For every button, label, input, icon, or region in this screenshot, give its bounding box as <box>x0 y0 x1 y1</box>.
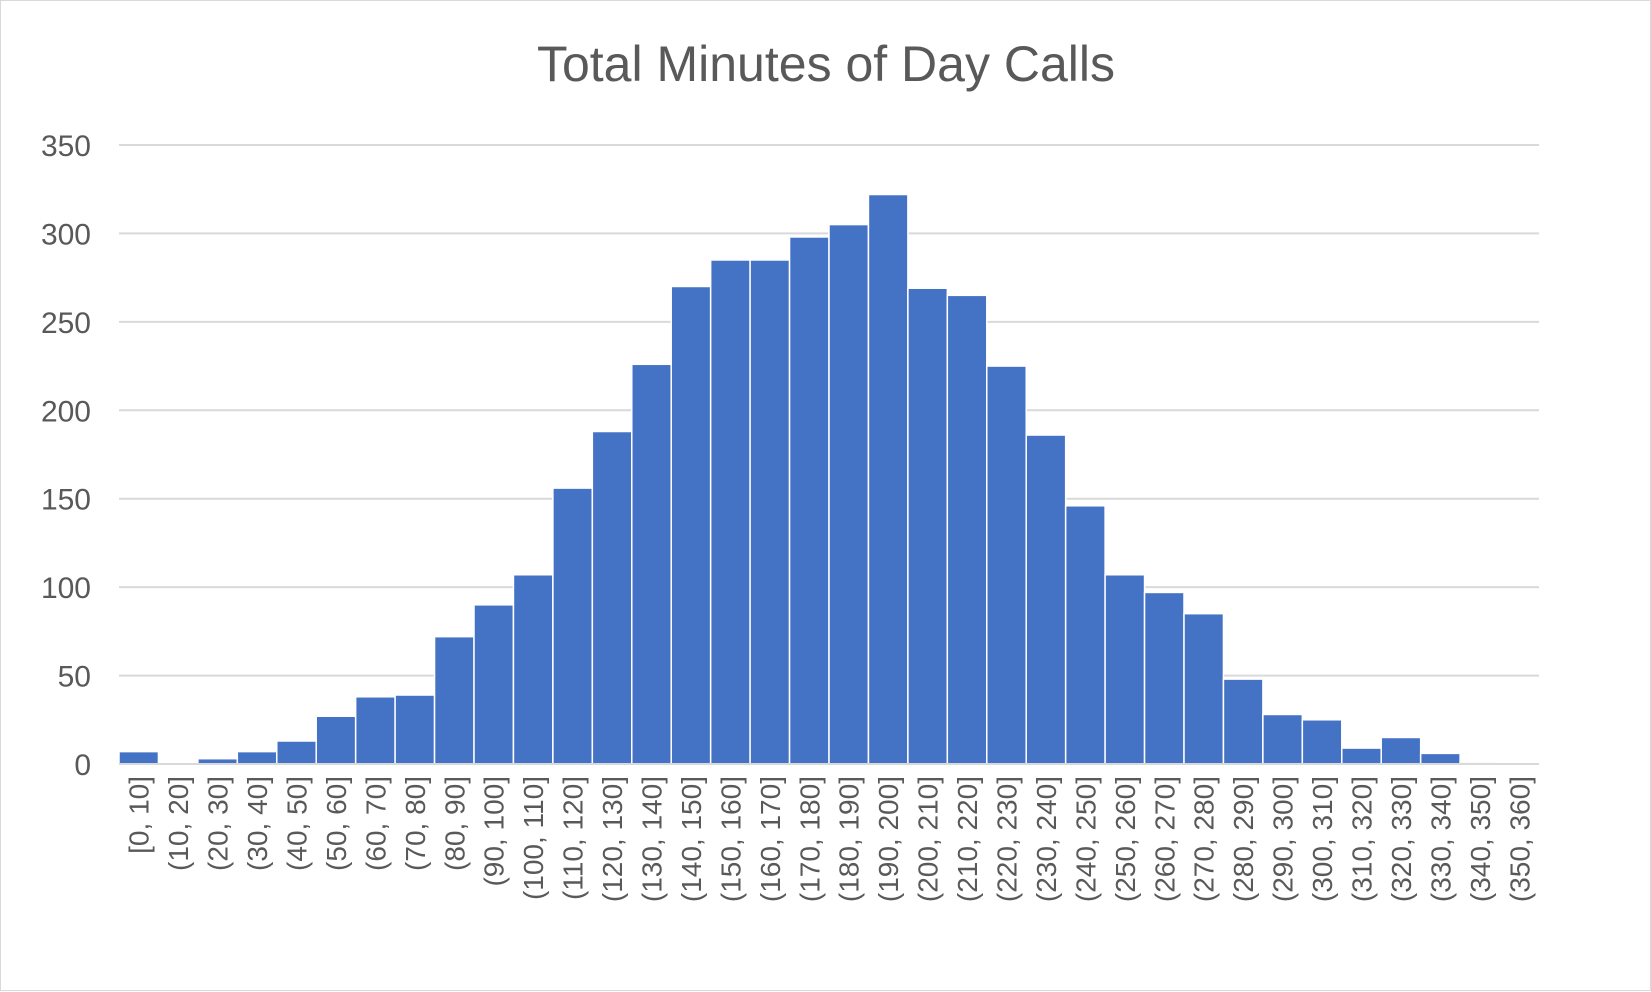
y-tick-label: 350 <box>41 130 91 163</box>
x-tick-label: (230, 240] <box>1031 776 1062 902</box>
x-tick-label: (210, 220] <box>952 776 983 902</box>
histogram-bar <box>1341 747 1382 765</box>
x-tick-label: (150, 160] <box>715 776 746 902</box>
y-tick-label: 300 <box>41 218 91 251</box>
y-tick-label: 100 <box>41 572 91 605</box>
histogram-bar <box>354 696 396 765</box>
histogram-bar <box>512 574 554 765</box>
x-tick-label: (60, 70] <box>360 776 391 871</box>
y-tick-label: 200 <box>41 395 91 428</box>
histogram-bar <box>986 365 1027 765</box>
y-tick-label: 0 <box>74 749 91 782</box>
x-tick-label: (50, 60] <box>321 776 352 871</box>
x-tick-label: [0, 10] <box>124 776 155 854</box>
histogram-bar <box>1143 591 1185 765</box>
histogram-bar <box>1025 434 1067 765</box>
histogram-bar <box>1222 678 1264 765</box>
histogram-bar <box>867 193 909 765</box>
histogram-bar <box>1419 752 1461 765</box>
x-tick-label: (260, 270] <box>1149 776 1180 902</box>
y-tick-label: 150 <box>41 484 91 517</box>
histogram-bar <box>315 715 357 765</box>
histogram-bar <box>433 635 475 765</box>
x-tick-label: (80, 90] <box>439 776 470 871</box>
x-tick-label: (10, 20] <box>163 776 194 871</box>
x-tick-label: (310, 320] <box>1347 776 1378 902</box>
x-tick-label: (320, 330] <box>1386 776 1417 902</box>
x-axis-ticks: [0, 10] (10, 20] (20, 30] (30, 40] (40, 50] (… <box>124 776 1536 902</box>
y-axis-ticks: 0 50 100 150 200 250 300 350 <box>41 130 91 782</box>
x-tick-label: (220, 230] <box>992 776 1023 902</box>
y-tick-label: 50 <box>58 661 91 694</box>
histogram-bar <box>1104 574 1146 765</box>
x-tick-label: (110, 120] <box>558 776 589 900</box>
x-tick-label: (140, 150] <box>676 776 707 902</box>
histogram-bar <box>749 259 791 765</box>
chart-title: Total Minutes of Day Calls <box>537 36 1115 92</box>
x-tick-label: (270, 280] <box>1189 776 1220 902</box>
x-tick-label: (300, 310] <box>1307 776 1338 902</box>
histogram-bar <box>394 694 436 765</box>
histogram-bar <box>1183 612 1225 765</box>
histogram-bar <box>1301 719 1343 765</box>
x-tick-label: (330, 340] <box>1425 776 1456 902</box>
x-tick-label: (350, 360] <box>1504 776 1535 902</box>
x-tick-label: (20, 30] <box>203 776 234 871</box>
x-tick-label: (170, 180] <box>794 776 825 902</box>
bars <box>118 193 1501 765</box>
x-tick-label: (250, 260] <box>1110 776 1141 902</box>
histogram-bar <box>552 487 594 765</box>
x-tick-label: (200, 210] <box>913 776 944 902</box>
histogram-bar <box>709 259 751 765</box>
histogram-bar <box>828 223 870 765</box>
histogram-bar <box>631 363 672 765</box>
x-tick-label: (90, 100] <box>479 776 510 887</box>
x-tick-label: (190, 200] <box>873 776 904 902</box>
x-tick-label: (280, 290] <box>1228 776 1259 902</box>
x-tick-label: (40, 50] <box>282 776 313 871</box>
x-tick-label: (160, 170] <box>755 776 786 902</box>
x-tick-label: (70, 80] <box>400 776 431 871</box>
histogram-bar <box>118 750 160 765</box>
x-tick-label: (290, 300] <box>1268 776 1299 902</box>
histogram-bar <box>788 236 830 765</box>
histogram-bar <box>670 285 712 765</box>
histogram-bar <box>236 750 278 765</box>
x-tick-label: (100, 110] <box>518 776 549 900</box>
histogram-bar <box>907 287 949 765</box>
x-tick-label: (240, 250] <box>1070 776 1101 902</box>
histogram-bar <box>276 740 317 765</box>
histogram-bar <box>946 294 988 765</box>
histogram-bar <box>1064 505 1106 765</box>
x-tick-label: (180, 190] <box>834 776 865 902</box>
histogram-bar <box>473 604 515 765</box>
x-tick-label: (120, 130] <box>597 776 628 902</box>
x-tick-label: (30, 40] <box>242 776 273 871</box>
histogram-bar <box>591 430 633 765</box>
histogram-bar <box>1380 736 1422 765</box>
y-tick-label: 250 <box>41 307 91 340</box>
x-tick-label: (340, 350] <box>1465 776 1496 902</box>
x-tick-label: (130, 140] <box>637 776 668 902</box>
histogram-bar <box>1262 713 1304 765</box>
